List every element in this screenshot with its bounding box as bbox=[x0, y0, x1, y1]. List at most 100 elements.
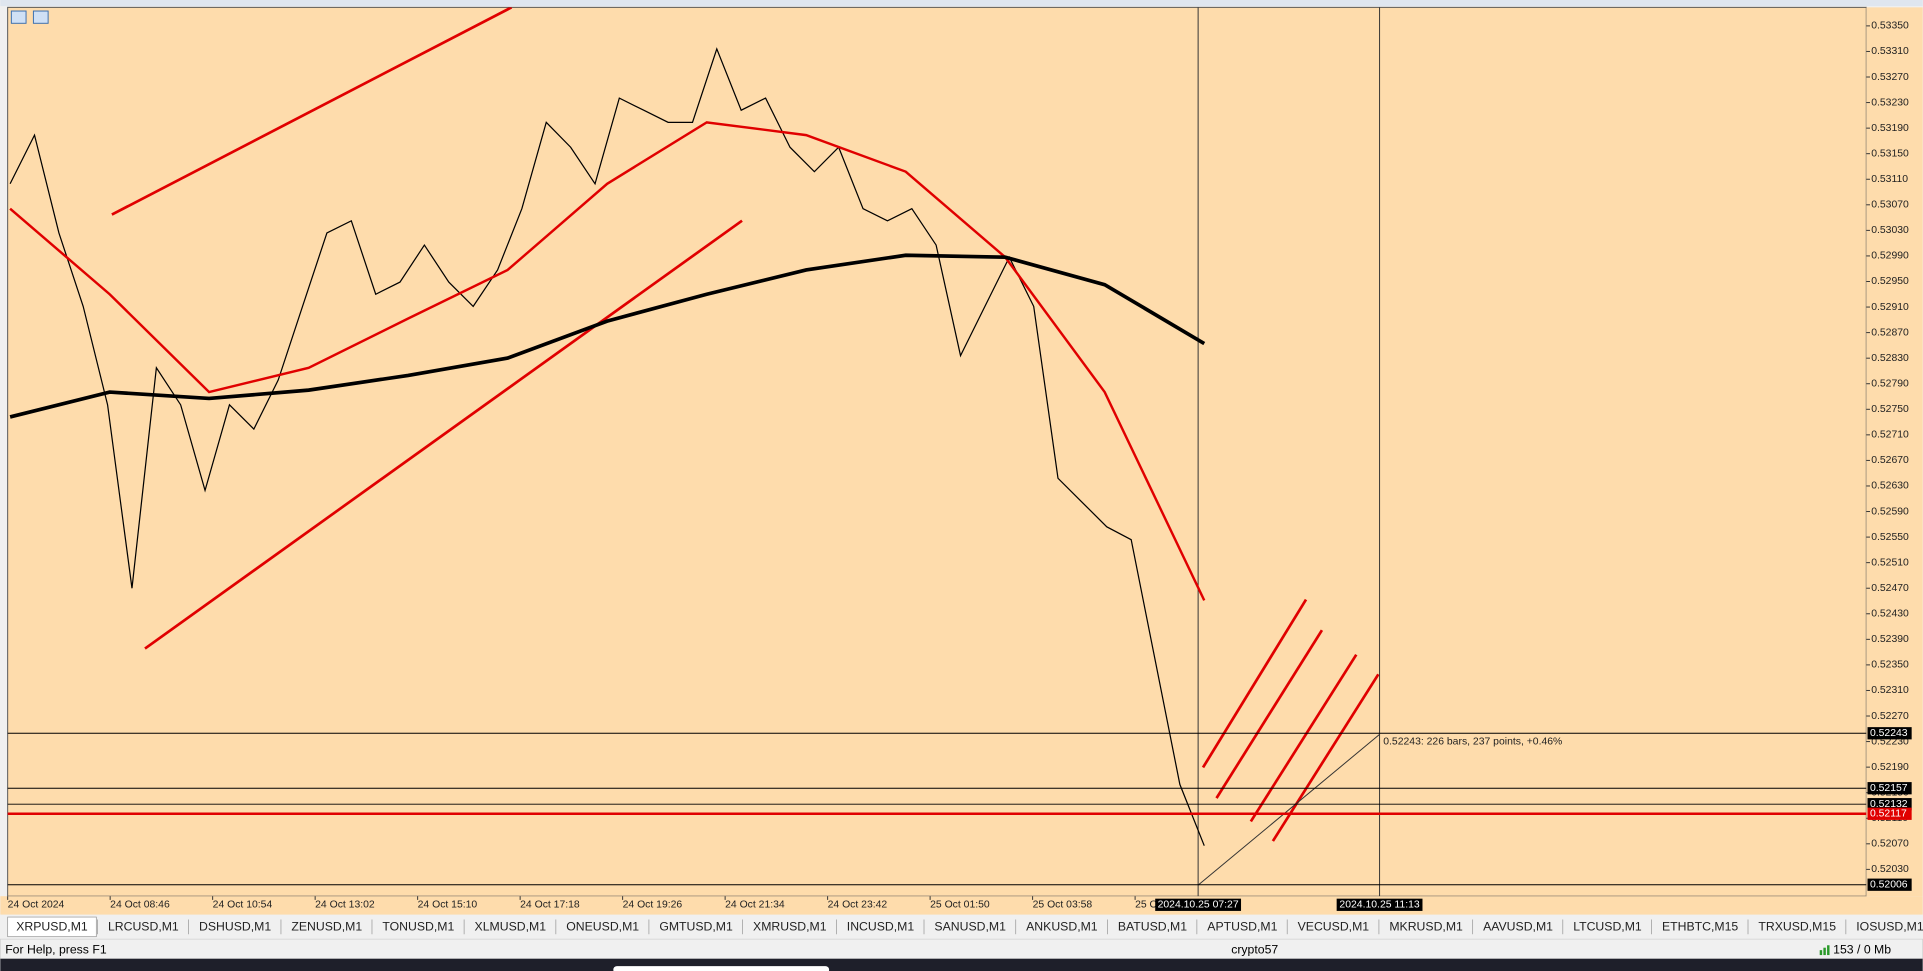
price-tag bbox=[1867, 798, 1912, 811]
tab-label: GMTUSD,M1 bbox=[659, 920, 733, 934]
tab-label: AAVUSD,M1 bbox=[1483, 920, 1553, 934]
tab[interactable]: LTCUSD,M1 bbox=[1564, 917, 1652, 937]
tab-bg bbox=[1564, 917, 1651, 937]
tab[interactable]: ONEUSD,M1 bbox=[557, 917, 650, 937]
tab-label: XMRUSD,M1 bbox=[753, 920, 827, 934]
status-memory: 153 / 0 Mb bbox=[1833, 942, 1891, 956]
tab-bg bbox=[650, 917, 742, 937]
measure-annotation: 0.52243: 226 bars, 237 points, +0.46% bbox=[1383, 736, 1562, 747]
x-tick-label: 24 Oct 15:10 bbox=[418, 900, 478, 911]
trend-line bbox=[1249, 653, 1358, 823]
crosshair-label: 2024.10.25 11:13 bbox=[1339, 900, 1419, 911]
tab[interactable]: IOSUSD,M1 bbox=[1847, 917, 1923, 937]
x-tick-label: 24 Oct 19:26 bbox=[623, 900, 683, 911]
tab-bg bbox=[557, 917, 648, 937]
crosshair-label: 2024.10.25 07:27 bbox=[1158, 900, 1239, 911]
x-tick-label: 24 Oct 23:42 bbox=[828, 900, 888, 911]
y-tick-label: 0.53310 bbox=[1871, 46, 1909, 57]
y-tick-label: 0.52270 bbox=[1871, 711, 1909, 722]
chart-layer: 0.53350 0.53310 0.53270 0.53230 0.53190 0.531… bbox=[7, 21, 1912, 911]
signal-icon bbox=[1819, 945, 1830, 956]
x-tick-label: 24 Oct 08:46 bbox=[110, 900, 170, 911]
tab[interactable]: ZENUSD,M1 bbox=[282, 917, 373, 937]
tab-label: BATUSD,M1 bbox=[1118, 920, 1187, 934]
y-tick-label: 0.53350 bbox=[1871, 21, 1909, 32]
tab[interactable]: GMTUSD,M1 bbox=[650, 917, 744, 937]
tab-label: VECUSD,M1 bbox=[1298, 920, 1370, 934]
y-tick-label: 0.52790 bbox=[1871, 378, 1909, 389]
price-scale bbox=[1866, 7, 1923, 897]
tab[interactable]: XRPUSD,M1 bbox=[7, 916, 98, 938]
y-tick-label: 0.52030 bbox=[1871, 864, 1909, 875]
tab[interactable]: SANUSD,M1 bbox=[925, 917, 1017, 937]
tab[interactable]: AAVUSD,M1 bbox=[1474, 917, 1564, 937]
y-tick-label: 0.52350 bbox=[1871, 660, 1909, 671]
status-help: For Help, press F1 bbox=[5, 942, 107, 956]
tab-label: DSHUSD,M1 bbox=[199, 920, 271, 934]
tab-bg bbox=[1017, 917, 1107, 937]
trend-line bbox=[1201, 598, 1308, 769]
tab-bg bbox=[7, 916, 97, 938]
price-tag-label: 0.52132 bbox=[1870, 799, 1908, 810]
tab-bg bbox=[373, 917, 463, 937]
y-tick-label: 0.52230 bbox=[1871, 736, 1909, 747]
tab[interactable]: TRXUSD,M15 bbox=[1749, 917, 1847, 937]
y-tick-label: 0.52590 bbox=[1871, 506, 1909, 517]
y-tick-label: 0.52830 bbox=[1871, 353, 1909, 364]
tab-label: ZENUSD,M1 bbox=[291, 920, 362, 934]
y-tick-label: 0.52950 bbox=[1871, 276, 1909, 287]
tab[interactable]: DSHUSD,M1 bbox=[190, 917, 282, 937]
tab-label: ETHBTC,M15 bbox=[1662, 920, 1738, 934]
tab[interactable]: XMRUSD,M1 bbox=[744, 917, 837, 937]
y-tick-label: 0.53030 bbox=[1871, 225, 1909, 236]
crosshair-tag bbox=[1336, 898, 1423, 911]
tab[interactable]: LRCUSD,M1 bbox=[99, 917, 189, 937]
tab-label: SANUSD,M1 bbox=[934, 920, 1006, 934]
y-tick-label: 0.52310 bbox=[1871, 685, 1909, 696]
tab[interactable]: TONUSD,M1 bbox=[373, 917, 465, 937]
tab[interactable]: XLMUSD,M1 bbox=[465, 917, 557, 937]
tab[interactable]: ANKUSD,M1 bbox=[1017, 917, 1108, 937]
tab[interactable]: BATUSD,M1 bbox=[1109, 917, 1198, 937]
y-tick-label: 0.52510 bbox=[1871, 557, 1909, 568]
tab-bg bbox=[1380, 917, 1472, 937]
tab-label: LTCUSD,M1 bbox=[1573, 920, 1642, 934]
y-tick-label: 0.52070 bbox=[1871, 839, 1909, 850]
tab[interactable]: MKRUSD,M1 bbox=[1380, 917, 1474, 937]
tab[interactable]: VECUSD,M1 bbox=[1289, 917, 1380, 937]
tab-bg bbox=[1749, 917, 1845, 937]
trend-line bbox=[1215, 629, 1324, 799]
x-tick-label: 24 Oct 17:18 bbox=[520, 900, 580, 911]
y-tick-label: 0.52390 bbox=[1871, 634, 1909, 645]
x-tick-label: 24 Oct 2024 bbox=[8, 900, 65, 911]
tab[interactable]: ETHBTC,M15 bbox=[1653, 917, 1749, 937]
chart-icon[interactable] bbox=[32, 10, 49, 24]
tab-label: XLMUSD,M1 bbox=[475, 920, 547, 934]
x-tick-label: 25 O bbox=[1135, 900, 1158, 911]
measure-line bbox=[1197, 734, 1380, 886]
tab-bg bbox=[1289, 917, 1378, 937]
y-tick-label: 0.52550 bbox=[1871, 532, 1909, 543]
y-tick-label: 0.52630 bbox=[1871, 481, 1909, 492]
tab-bg bbox=[190, 917, 280, 937]
tab[interactable]: APTUSD,M1 bbox=[1198, 917, 1288, 937]
chart-icon[interactable] bbox=[10, 10, 27, 24]
price-tag bbox=[1867, 878, 1912, 891]
tab[interactable]: INCUSD,M1 bbox=[838, 917, 925, 937]
crosshair-tag bbox=[1155, 898, 1242, 911]
taskbar-item bbox=[613, 966, 830, 971]
tab-bg bbox=[1198, 917, 1286, 937]
tab-label: MKRUSD,M1 bbox=[1389, 920, 1463, 934]
x-tick-label: 25 Oct 03:58 bbox=[1033, 900, 1093, 911]
tab-label: TRXUSD,M15 bbox=[1758, 920, 1836, 934]
price-tag bbox=[1867, 727, 1912, 740]
price-series bbox=[9, 47, 1205, 846]
price-tag-label: 0.52243 bbox=[1870, 728, 1908, 739]
y-tick-label: 0.52710 bbox=[1871, 430, 1909, 441]
tab-bg bbox=[838, 917, 923, 937]
status-profile: crypto57 bbox=[1231, 942, 1278, 956]
x-tick-label: 25 Oct 01:50 bbox=[930, 900, 990, 911]
tab-label: IOSUSD,M1 bbox=[1856, 920, 1923, 934]
